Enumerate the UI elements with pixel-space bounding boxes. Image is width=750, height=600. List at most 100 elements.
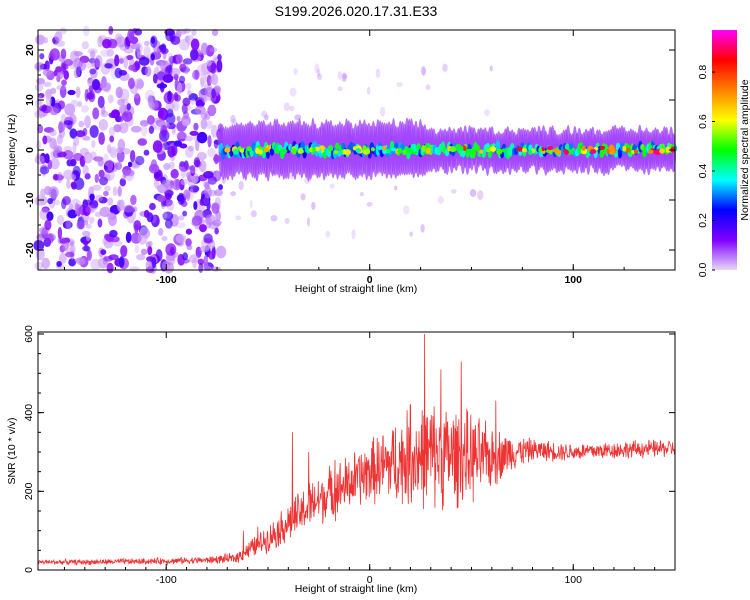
snr-x-tick-label: 0 <box>367 574 373 586</box>
spectrogram-cell <box>52 139 57 151</box>
spectrogram-x-tick-label: -100 <box>156 274 177 286</box>
spectrogram-y-tick-label: 10 <box>24 94 36 106</box>
spectrogram-cell <box>190 38 200 51</box>
spectrogram-cell <box>97 95 105 109</box>
spectrogram-cell <box>270 214 278 222</box>
spectrogram-cell <box>148 163 160 174</box>
spectrogram-cell <box>165 179 174 190</box>
spectrogram-cell <box>148 125 155 134</box>
spectrogram-cell <box>195 99 205 108</box>
spectrogram-cell <box>283 102 290 112</box>
spectrogram-cell <box>43 37 49 44</box>
spectrogram-y-tick-label: 20 <box>24 44 36 56</box>
spectrogram-cell <box>210 266 222 272</box>
spectrogram-cell <box>212 219 222 227</box>
spectrogram-cell <box>72 153 84 161</box>
spectrogram-cell <box>169 246 175 255</box>
spectrogram-cell <box>106 48 115 57</box>
spectrogram-cell <box>203 255 209 267</box>
spectrogram-cell <box>134 92 140 99</box>
spectrogram-cell <box>127 161 133 168</box>
spectrogram-cell <box>263 147 269 153</box>
snr-y-label: SNR (10 * v/v) <box>6 417 18 484</box>
spectrogram-cell <box>216 59 223 73</box>
spectrogram-cell <box>489 146 497 152</box>
spectrogram-cell <box>182 210 188 217</box>
spectrogram-cell <box>334 142 340 150</box>
spectrogram-cell <box>188 185 200 193</box>
spectrogram-cell <box>63 120 73 126</box>
spectrogram-cell <box>653 149 661 155</box>
spectrogram-cell <box>187 90 192 96</box>
spectrogram-cell <box>143 46 151 59</box>
colorbar-tick-label: 0.0 <box>697 263 709 278</box>
spectrogram-cell <box>73 136 80 147</box>
spectrogram-cell <box>437 196 444 204</box>
spectrogram-cell <box>355 148 362 153</box>
spectrogram-cell <box>218 248 225 258</box>
spectrogram-cell <box>56 84 67 91</box>
spectrogram-cell <box>100 249 107 255</box>
spectrogram-cell <box>397 149 403 154</box>
spectrogram-cell <box>69 174 77 181</box>
spectrogram-cell <box>63 145 73 152</box>
spectrogram-cell <box>421 145 426 152</box>
spectrogram-cell <box>114 54 120 67</box>
spectrogram-cell <box>109 135 115 143</box>
spectrogram-cell <box>100 81 112 92</box>
spectrogram-cell <box>65 251 75 258</box>
spectrogram-cell <box>88 216 95 224</box>
spectrogram-cell <box>126 103 131 111</box>
spectrogram-cell <box>42 135 48 145</box>
spectrogram-cell <box>210 73 219 86</box>
spectrogram-cell <box>126 54 134 61</box>
spectrogram-cell <box>366 201 373 207</box>
spectrogram-cell <box>82 245 91 252</box>
spectrogram-cell <box>451 189 457 194</box>
spectrogram-cell <box>176 115 181 122</box>
spectrogram-cell <box>622 145 627 152</box>
spectrogram-cell <box>55 40 66 47</box>
colorbar: 0.0 0.2 0.4 0.6 0.8 Normalized spectral ampl… <box>697 30 750 277</box>
spectrogram-cell <box>75 257 86 266</box>
spectrogram-cell <box>184 135 194 142</box>
spectrogram-cell <box>183 189 191 199</box>
spectrogram-cell <box>162 74 174 83</box>
spectrogram-cell <box>250 210 257 218</box>
spectrogram-y-tick-label: -10 <box>24 192 36 207</box>
spectrogram-cell <box>81 105 89 113</box>
spectrogram-cell <box>37 92 45 99</box>
spectrogram-cell <box>215 245 227 259</box>
colorbar-gradient <box>712 30 737 270</box>
spectrogram-cell <box>59 27 67 35</box>
spectrogram-cell <box>161 179 171 188</box>
spectrogram-cell <box>33 239 45 252</box>
spectrogram-cell <box>86 249 92 262</box>
spectrogram-cell <box>163 163 171 171</box>
spectrogram-cell <box>182 252 188 261</box>
spectrogram-cell <box>78 120 85 128</box>
colorbar-ticks: 0.0 0.2 0.4 0.6 0.8 <box>697 65 715 278</box>
spectrogram-cell <box>185 238 192 247</box>
spectrogram-cell <box>95 194 103 202</box>
spectrogram-cell <box>122 168 128 179</box>
spectrogram-cell <box>608 144 615 152</box>
spectrogram-cell <box>538 147 543 152</box>
spectrogram-cell <box>84 89 89 102</box>
spectrogram-cell <box>61 79 67 86</box>
spectrogram-cell <box>50 157 60 170</box>
spectrogram-cell <box>84 62 94 68</box>
spectrogram-cell <box>308 147 314 153</box>
spectrogram-cell <box>239 148 245 153</box>
spectrogram-cell <box>117 186 122 197</box>
spectrogram-cell <box>345 149 351 156</box>
spectrogram-cell <box>135 42 143 54</box>
spectrogram-cell <box>198 262 204 274</box>
spectrogram-cell <box>49 48 60 61</box>
spectrogram-cell <box>136 51 143 59</box>
spectrogram-cell <box>59 238 68 244</box>
spectrogram-cell <box>199 198 205 206</box>
spectrogram-cell <box>207 135 212 148</box>
spectrogram-cell <box>76 221 85 230</box>
spectrogram-cell <box>39 53 45 60</box>
